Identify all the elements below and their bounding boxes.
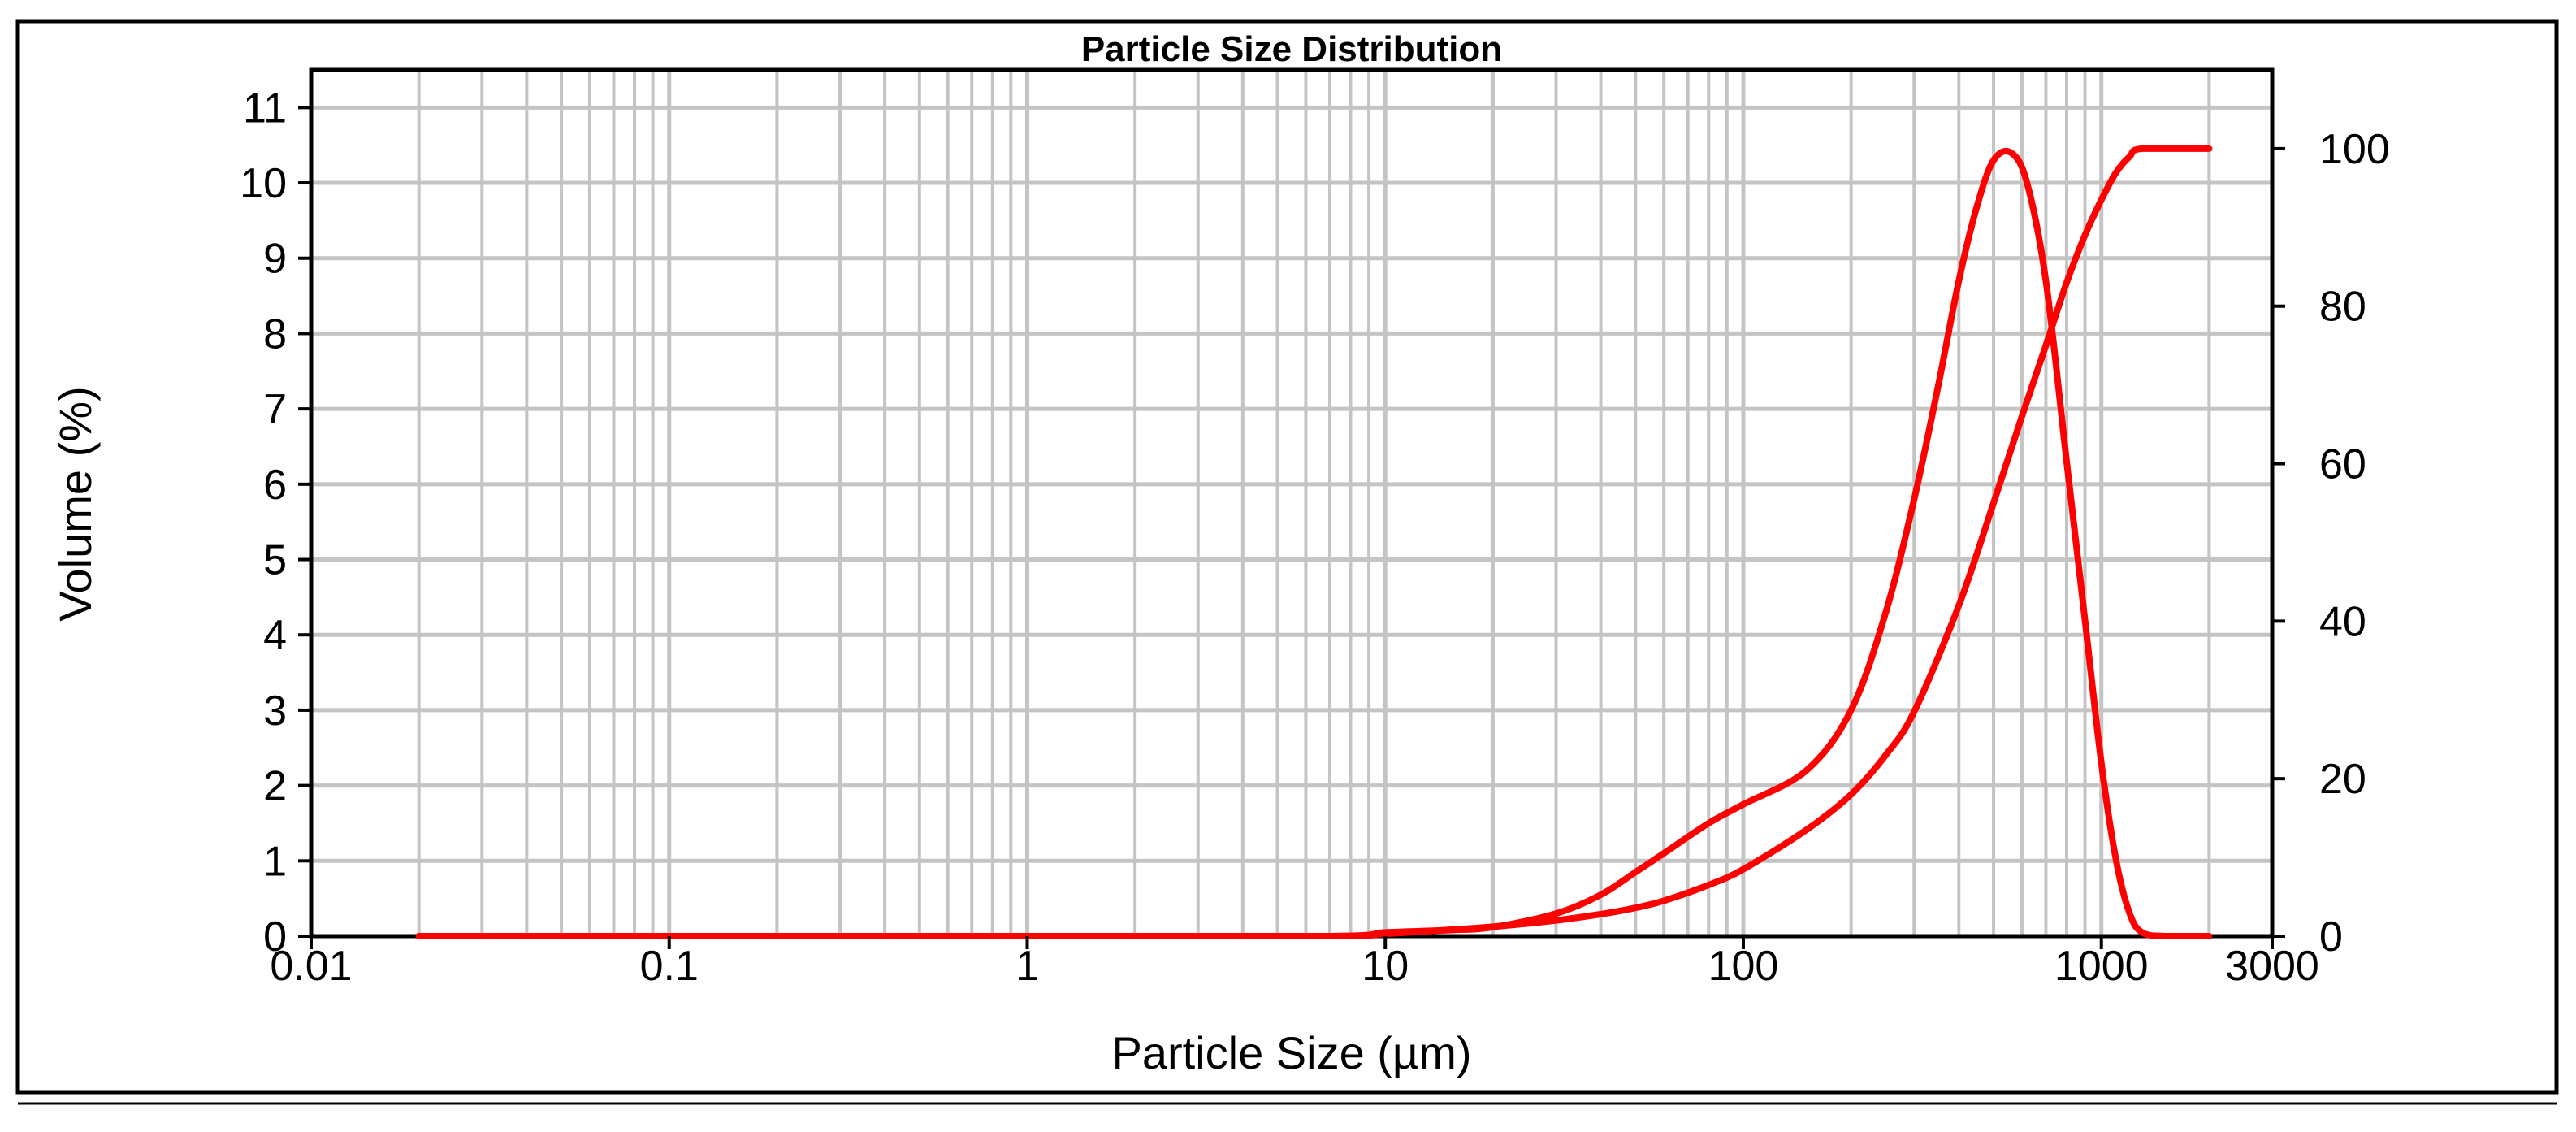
y-tick-label: 1	[263, 838, 287, 885]
x-tick-label: 0.1	[640, 943, 699, 990]
x-tick-label: 0.01	[270, 943, 352, 990]
y2-tick-label: 100	[2319, 126, 2390, 173]
chart-title: Particle Size Distribution	[1081, 29, 1502, 69]
y-tick-label: 3	[263, 687, 287, 735]
cumulative-curve	[415, 145, 2213, 940]
series-layer	[415, 145, 2213, 940]
x-tick-label: 10	[1362, 943, 1409, 990]
y-tick-label: 7	[263, 386, 287, 433]
right-y-axis-ticks: 0 20 40 60 80 100	[2272, 126, 2390, 961]
y-tick-label: 10	[240, 160, 287, 207]
y-tick-label: 8	[263, 310, 287, 358]
y-tick-label: 4	[263, 612, 287, 659]
x-tick-label: 3000	[2225, 943, 2319, 990]
y-tick-label: 6	[263, 462, 287, 509]
x-tick-label: 1	[1015, 943, 1039, 990]
outer-border	[15, 19, 2559, 1095]
y-tick-label: 5	[263, 537, 287, 584]
grid-lines	[311, 70, 2272, 936]
y2-tick-label: 20	[2319, 756, 2366, 803]
x-axis-label: Particle Size (µm)	[1112, 1027, 1472, 1078]
y-axis-label: Volume (%)	[50, 386, 101, 621]
y2-tick-label: 80	[2319, 284, 2366, 331]
y2-tick-label: 40	[2319, 598, 2366, 645]
y-tick-label: 9	[263, 236, 287, 283]
y-tick-label: 2	[263, 763, 287, 810]
x-tick-label: 100	[1708, 943, 1779, 990]
y2-tick-label: 0	[2319, 913, 2343, 961]
x-tick-label: 1000	[2054, 943, 2149, 990]
left-y-axis-ticks: 0 1 2 3 4 5 6 7 8 9 10 11	[240, 85, 311, 961]
y-tick-label: 0	[263, 913, 287, 961]
y2-tick-label: 60	[2319, 441, 2366, 488]
x-axis-ticks: 0.01 0.1 1 10 100 1000 3000	[270, 936, 2319, 990]
y-tick-label: 11	[243, 85, 287, 132]
